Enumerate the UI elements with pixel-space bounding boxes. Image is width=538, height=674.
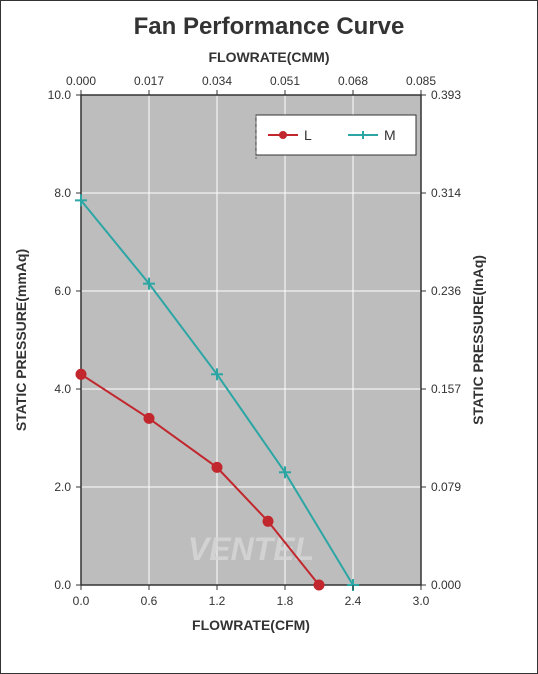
tick-label: 2.0 [54, 480, 71, 494]
tick-label: 1.8 [277, 594, 294, 608]
tick-label: 0.000 [66, 74, 96, 88]
x-bottom-label: FLOWRATE(CFM) [192, 617, 310, 633]
marker-circle [314, 580, 324, 590]
y-left-label: STATIC PRESSURE(mmAq) [13, 249, 29, 431]
tick-label: 0.085 [406, 74, 436, 88]
y-right-label: STATIC PRESSURE(InAq) [470, 255, 486, 425]
tick-label: 4.0 [54, 382, 71, 396]
legend-marker [279, 131, 287, 139]
marker-circle [212, 462, 222, 472]
tick-label: 10.0 [48, 88, 72, 102]
legend-label: M [384, 127, 396, 143]
tick-label: 0.236 [431, 284, 461, 298]
chart-svg: VENTEL0.0000.0170.0340.0510.0680.0850.00… [1, 65, 537, 665]
tick-label: 0.017 [134, 74, 164, 88]
tick-label: 6.0 [54, 284, 71, 298]
plot-area [81, 95, 421, 585]
tick-label: 1.2 [209, 594, 226, 608]
marker-circle [76, 369, 86, 379]
tick-label: 2.4 [345, 594, 362, 608]
tick-label: 8.0 [54, 186, 71, 200]
tick-label: 0.6 [141, 594, 158, 608]
chart-title: Fan Performance Curve [1, 13, 537, 41]
watermark: VENTEL [188, 531, 314, 567]
legend-label: L [304, 127, 312, 143]
tick-label: 0.393 [431, 88, 461, 102]
tick-label: 0.051 [270, 74, 300, 88]
marker-circle [263, 516, 273, 526]
tick-label: 0.314 [431, 186, 461, 200]
tick-label: 3.0 [413, 594, 430, 608]
tick-label: 0.0 [73, 594, 90, 608]
tick-label: 0.0 [54, 578, 71, 592]
tick-label: 0.000 [431, 578, 461, 592]
tick-label: 0.079 [431, 480, 461, 494]
chart-container: Fan Performance Curve FLOWRATE(CMM) VENT… [0, 0, 538, 674]
tick-label: 0.068 [338, 74, 368, 88]
tick-label: 0.034 [202, 74, 232, 88]
top-axis-label: FLOWRATE(CMM) [1, 49, 537, 65]
tick-label: 0.157 [431, 382, 461, 396]
marker-circle [144, 413, 154, 423]
